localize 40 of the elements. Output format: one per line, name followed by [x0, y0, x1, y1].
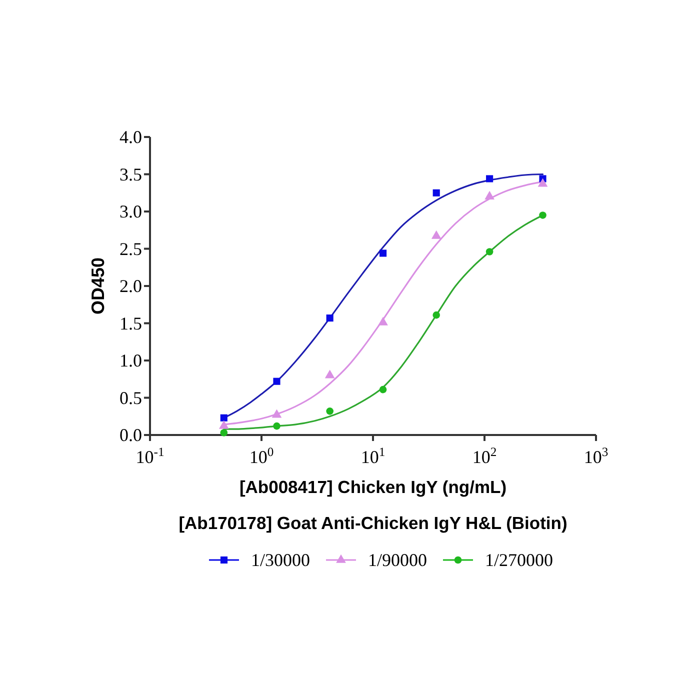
y-tick-label: 3.5: [120, 164, 142, 184]
point: [432, 311, 440, 319]
legend-label: 1/30000: [251, 550, 310, 570]
point: [272, 409, 282, 418]
point: [432, 189, 440, 196]
y-tick-label: 1.5: [120, 313, 142, 334]
point: [539, 212, 546, 219]
legend-label: 1/270000: [485, 550, 554, 570]
point: [431, 230, 442, 239]
point: [273, 378, 280, 385]
y-tick-label: 0.5: [120, 388, 142, 408]
legend-label: 1/90000: [368, 550, 428, 570]
point: [486, 248, 494, 256]
y-tick-label: 3.0: [120, 202, 142, 222]
point: [273, 422, 280, 430]
point: [324, 370, 335, 378]
point: [220, 429, 228, 436]
point: [326, 408, 334, 415]
x-tick-label: 10$^{1}$: [360, 445, 386, 467]
legend-title: [Ab170178] Goat Anti-Chicken IgY H&L (Biotin): [178, 513, 568, 533]
point: [220, 414, 228, 422]
y-tick-label: 2.5: [120, 238, 142, 259]
point: [378, 316, 388, 326]
point: [484, 190, 494, 200]
point: [379, 250, 387, 257]
x-tick-label: 10$^{3}$: [584, 445, 608, 467]
x-tick-label: 10$^{2}$: [472, 445, 497, 467]
x-tick-label: 10$^{-1}$: [136, 445, 164, 467]
y-tick-label: 1.0: [120, 350, 142, 370]
y-tick-label: 0.0: [120, 425, 142, 445]
point: [326, 314, 334, 322]
y-tick-label: 4.0: [120, 127, 142, 147]
x-axis-title: [Ab008417] Chicken IgY (ng/mL): [239, 477, 507, 497]
point: [218, 420, 229, 429]
point: [538, 178, 548, 187]
x-tick-label: 10$^{0}$: [249, 445, 274, 467]
y-tick-label: 2.0: [120, 276, 142, 296]
point: [379, 386, 387, 394]
y-axis-title: OD450: [88, 257, 108, 315]
point: [486, 175, 494, 182]
